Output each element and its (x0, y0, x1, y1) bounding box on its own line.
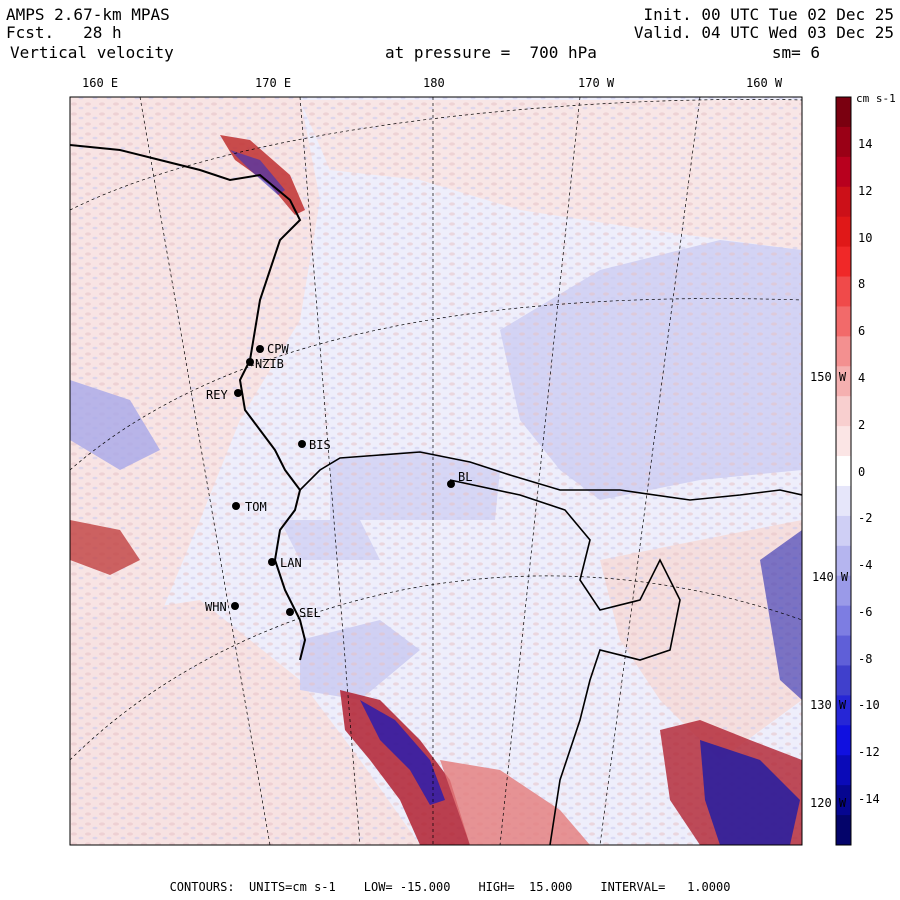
colorbar-frame (835, 96, 852, 846)
colorbar-swatch (836, 695, 851, 726)
colorbar-swatch (836, 306, 851, 337)
lon-label: 180 (423, 76, 445, 90)
colorbar-swatch (836, 635, 851, 666)
station-label-lan: LAN (280, 556, 302, 570)
station-dot-lan (268, 558, 276, 566)
init-time: Init. 00 UTC Tue 02 Dec 25 (643, 5, 894, 24)
colorbar-swatch (836, 665, 851, 696)
lon-label: 160 E (82, 76, 119, 90)
colorbar-tick-label: -10 (858, 698, 880, 713)
contour-high: HIGH= 15.000 (478, 880, 573, 894)
variable-name: Vertical velocity (10, 43, 174, 62)
colorbar-swatch (836, 485, 851, 517)
station-label-nzib: NZIB (255, 357, 284, 371)
station-label-rey: REY (206, 388, 228, 402)
colorbar-swatch (836, 156, 851, 188)
station-dot-nzib (246, 358, 254, 366)
grounding-line (449, 479, 681, 845)
colorbar-swatch (836, 97, 851, 128)
colorbar-swatch (836, 725, 851, 756)
forecast-label: Fcst. 28 h (6, 24, 122, 42)
velocity-field (70, 97, 802, 845)
colorbar-unit: cm s-1 (856, 92, 896, 105)
edge-label: 150 W (810, 370, 847, 384)
graticule (70, 97, 802, 845)
colorbar-swatch (836, 605, 851, 637)
colorbar-swatch (836, 575, 851, 607)
station-label-whn: WHN (205, 600, 227, 614)
colorbar-swatch (836, 246, 851, 278)
edge-label: 120 W (810, 796, 847, 810)
colorbar-swatch (836, 545, 851, 577)
colorbar-swatch (836, 366, 851, 397)
station-label-sel: SEL (299, 606, 321, 620)
station-dot-tom (232, 502, 240, 510)
edge-label: 140 W (812, 570, 849, 584)
lon-label: 170 E (255, 76, 292, 90)
colorbar-swatch (836, 186, 851, 218)
station-label-tom: TOM (245, 500, 267, 514)
colorbar-tick-label: -4 (858, 558, 873, 573)
contour-info: CONTOURS: UNITS=cm s-1 LOW= -15.000 HIGH= … (0, 880, 900, 894)
colorbar-swatch (836, 216, 851, 248)
colorbar-tick-label: -6 (858, 604, 873, 619)
smoothing: sm= 6 (771, 43, 820, 62)
colorbar-tick-label: 0 (858, 464, 866, 479)
colorbar-tick-label: -2 (858, 511, 873, 526)
colorbar-swatch (836, 426, 851, 457)
lon-label: 160 W (746, 76, 783, 90)
colorbar-swatch (836, 396, 851, 427)
contour-low: LOW= -15.000 (363, 880, 451, 894)
colorbar-tick-label: -14 (858, 792, 880, 806)
colorbar-swatch (836, 276, 851, 307)
station-label-cpw: CPW (267, 342, 289, 356)
valid-time: Valid. 04 UTC Wed 03 Dec 25 (633, 23, 894, 42)
colorbar-tick-label: 6 (858, 324, 866, 339)
station-dot-bis (298, 440, 306, 448)
station-label-bl: BL (458, 470, 473, 484)
station-dot-whn (231, 602, 239, 610)
model-title: AMPS 2.67-km MPAS (6, 5, 170, 24)
edge-label: 130 W (810, 698, 847, 712)
station-dot-bl (447, 480, 455, 488)
station-markers (231, 345, 455, 616)
colorbar-swatch (836, 126, 851, 158)
coastline (70, 144, 307, 661)
station-dot-rey (234, 389, 242, 397)
colorbar-tick-label: -8 (858, 651, 873, 666)
colorbar-swatch (836, 515, 851, 547)
colorbar-swatch (836, 785, 851, 816)
contour-interval: INTERVAL= 1.0000 (600, 880, 731, 894)
colorbar-tick-label: 2 (858, 417, 866, 432)
colorbar-swatch (836, 815, 851, 846)
forecast-label-text: Fcst. (6, 23, 55, 42)
lon-label: 170 W (578, 76, 615, 90)
ice-shelf-front (299, 451, 802, 501)
colorbar (836, 97, 851, 846)
colorbar-tick-label: -12 (858, 745, 880, 760)
colorbar-tick-label: 12 (858, 183, 873, 198)
map-frame (69, 96, 803, 846)
station-dot-sel (286, 608, 294, 616)
pressure-level: at pressure = 700 hPa (385, 43, 597, 62)
colorbar-tick-label: 14 (858, 137, 873, 151)
colorbar-tick-label: 8 (858, 277, 866, 292)
station-dot-cpw (256, 345, 264, 353)
contour-units: CONTOURS: UNITS=cm s-1 (169, 880, 336, 894)
forecast-hour: 28 h (83, 23, 122, 42)
colorbar-swatch (836, 456, 851, 487)
colorbar-tick-label: 10 (858, 230, 873, 245)
station-label-bis: BIS (309, 438, 331, 452)
colorbar-swatch (836, 755, 851, 786)
colorbar-tick-label: 4 (858, 370, 866, 385)
colorbar-swatch (836, 336, 851, 367)
